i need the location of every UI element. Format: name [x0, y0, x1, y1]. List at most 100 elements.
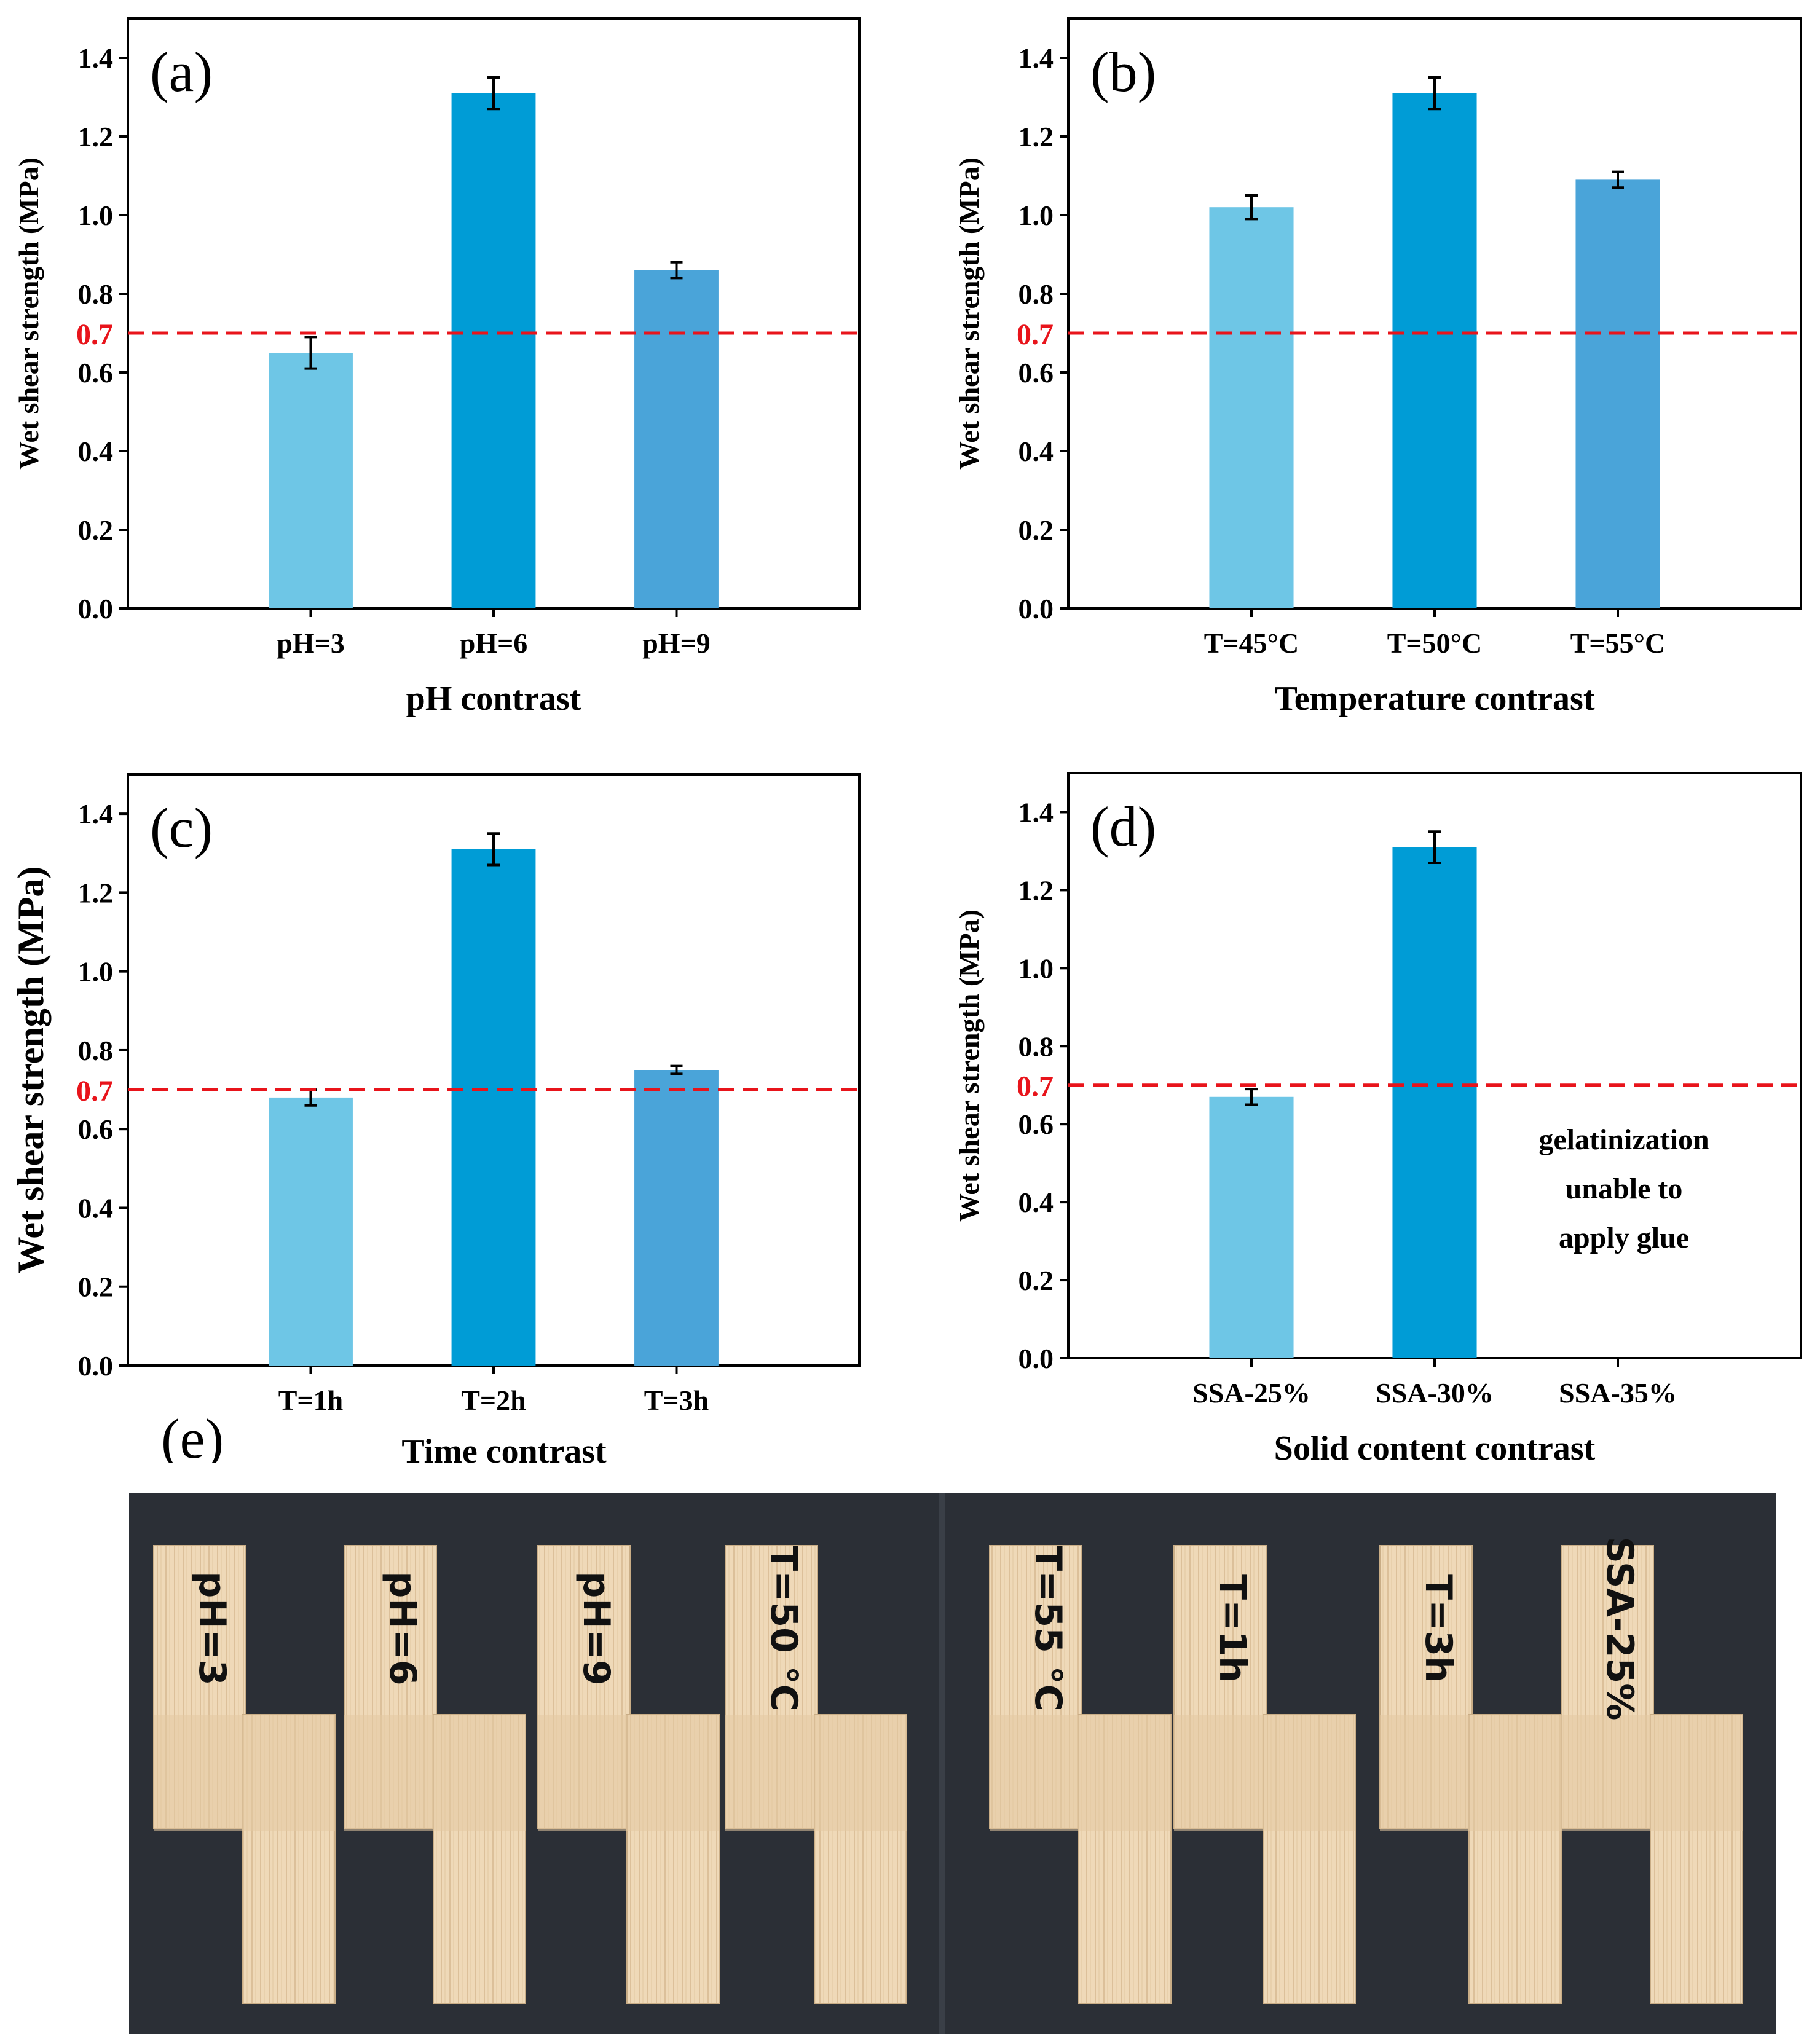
y-tick-label: 1.0 [78, 200, 114, 231]
threshold-label: 0.7 [76, 1075, 113, 1107]
y-tick-label: 0.8 [78, 278, 114, 310]
specimen-bond-area [538, 1715, 719, 1831]
specimen-bond-area [1174, 1715, 1355, 1831]
y-tick-label: 0.8 [78, 1035, 114, 1066]
x-axis-title: Temperature contrast [1274, 680, 1594, 718]
y-tick-label: 0.2 [78, 1272, 114, 1303]
bar [1575, 179, 1660, 608]
y-tick-label: 0.6 [1018, 1109, 1054, 1140]
y-tick-label: 0.8 [1018, 1031, 1054, 1062]
bar [451, 849, 536, 1366]
bar [269, 1097, 353, 1366]
specimen-label: T=3h [1417, 1574, 1460, 1683]
y-tick-label: 0.4 [78, 1192, 114, 1224]
threshold-label: 0.7 [1017, 1071, 1054, 1103]
y-tick-label: 1.2 [78, 877, 114, 908]
y-tick-label: 0.6 [78, 357, 114, 388]
panel-label: (a) [150, 41, 213, 103]
y-tick-label: 0.0 [78, 1350, 114, 1382]
y-tick-label: 0.0 [78, 593, 114, 624]
x-tick-label: pH=6 [460, 627, 528, 659]
x-tick-label: SSA-25% [1192, 1377, 1310, 1409]
x-tick-label: T=55°C [1570, 627, 1666, 659]
figure-charts: 0.0 0.2 0.4 0.6 0.8 1.0 1.2 1.4 pH=3 pH=6 pH=9 0.7 (… [10, 17, 1802, 1463]
specimen: T=50 °C [725, 1545, 907, 2004]
y-tick-label: 0.6 [1018, 357, 1054, 388]
threshold-label: 0.7 [1017, 318, 1054, 351]
bar [634, 270, 719, 609]
specimen-label: pH=6 [381, 1571, 424, 1685]
bar [1392, 93, 1477, 609]
chart-c: 0.0 0.2 0.4 0.6 0.8 1.0 1.2 1.4 T=1h T=2h T=3h 0.7 (… [10, 773, 861, 1463]
y-tick-label: 0.2 [78, 514, 114, 546]
specimen: T=1h [1173, 1545, 1356, 2004]
specimen: T=3h [1379, 1545, 1562, 2004]
y-axis-title: Wet shear strength (MPa) [953, 157, 985, 470]
chart-d: 0.0 0.2 0.4 0.6 0.8 1.0 1.2 1.4 SSA-25% SSA-30% SS… [953, 772, 1802, 1463]
x-tick-label: pH=3 [277, 627, 345, 659]
x-tick-label: T=50°C [1387, 627, 1483, 659]
panel-label: (d) [1090, 795, 1156, 858]
y-axis-title: Wet shear strength (MPa) [10, 867, 51, 1274]
y-tick-label: 1.2 [78, 121, 114, 152]
x-axis-title: Time contrast [401, 1433, 607, 1463]
x-tick-label: SSA-30% [1376, 1377, 1494, 1409]
bar [1209, 1096, 1294, 1358]
x-tick-label: T=2h [461, 1385, 526, 1416]
y-tick-label: 0.0 [1018, 593, 1054, 624]
x-tick-label: pH=9 [642, 627, 711, 659]
specimen-bond-area [154, 1715, 335, 1831]
x-axis-title: Solid content contrast [1274, 1429, 1596, 1463]
x-tick-label: T=1h [278, 1385, 343, 1416]
bar [1209, 207, 1294, 608]
y-axis-title: Wet shear strength (MPa) [953, 910, 985, 1222]
y-axis-title: Wet shear strength (MPa) [13, 157, 44, 470]
specimen-label: pH=9 [575, 1571, 618, 1685]
y-tick-label: 0.6 [78, 1114, 114, 1145]
y-tick-label: 1.4 [78, 798, 114, 830]
specimen-bond-area [1561, 1715, 1743, 1831]
specimen: pH=9 [537, 1545, 720, 2004]
bar [1392, 847, 1477, 1358]
x-tick-label: T=3h [644, 1385, 709, 1416]
y-tick-label: 1.2 [1018, 875, 1054, 906]
specimen-bond-area [1380, 1715, 1561, 1831]
y-tick-label: 1.4 [1018, 42, 1054, 74]
annotation-text: gelatinization [1538, 1123, 1709, 1156]
panel-label: (c) [150, 796, 213, 859]
y-tick-label: 1.0 [78, 956, 114, 988]
y-tick-label: 1.0 [1018, 953, 1054, 984]
y-tick-label: 1.4 [1018, 796, 1054, 828]
annotation-text: unable to [1566, 1173, 1683, 1205]
specimen: SSA-25% [1561, 1537, 1743, 2004]
x-axis-title: pH contrast [406, 680, 581, 718]
specimen-label: T=55 °C [1026, 1546, 1070, 1712]
y-tick-label: 1.2 [1018, 121, 1054, 152]
specimen-bond-area [344, 1715, 526, 1831]
y-tick-label: 0.2 [1018, 514, 1054, 546]
y-tick-label: 1.4 [78, 42, 114, 74]
x-tick-label: SSA-35% [1559, 1377, 1677, 1409]
specimen-label: SSA-25% [1598, 1537, 1641, 1721]
bar [269, 353, 353, 608]
annotation-text: apply glue [1559, 1222, 1689, 1254]
photo-divider [939, 1493, 945, 2034]
y-tick-label: 0.0 [1018, 1343, 1054, 1374]
bar [451, 93, 536, 609]
threshold-label: 0.7 [76, 318, 113, 351]
specimen: pH=3 [153, 1545, 336, 2004]
y-tick-label: 0.2 [1018, 1265, 1054, 1296]
chart-b: 0.0 0.2 0.4 0.6 0.8 1.0 1.2 1.4 T=45°C T=50°C T=55… [953, 17, 1802, 718]
specimen-label: T=1h [1211, 1574, 1254, 1683]
panel-label: (b) [1090, 41, 1156, 103]
chart-a: 0.0 0.2 0.4 0.6 0.8 1.0 1.2 1.4 pH=3 pH=6 pH=9 0.7 (… [13, 17, 861, 718]
photo-panel-label: (e) [161, 1407, 224, 1463]
y-tick-label: 1.0 [1018, 200, 1054, 231]
y-tick-label: 0.4 [1018, 1187, 1054, 1218]
y-tick-label: 0.4 [1018, 436, 1054, 467]
specimen-photo-drawing: pH=3 pH=6 pH=9 T=50 °C T=55 °C T=1h T=3h SSA-25… [129, 1493, 1776, 2034]
y-tick-label: 0.4 [78, 436, 114, 467]
specimen: pH=6 [344, 1545, 526, 2004]
specimen: T=55 °C [989, 1545, 1172, 2004]
bar [634, 1070, 719, 1366]
